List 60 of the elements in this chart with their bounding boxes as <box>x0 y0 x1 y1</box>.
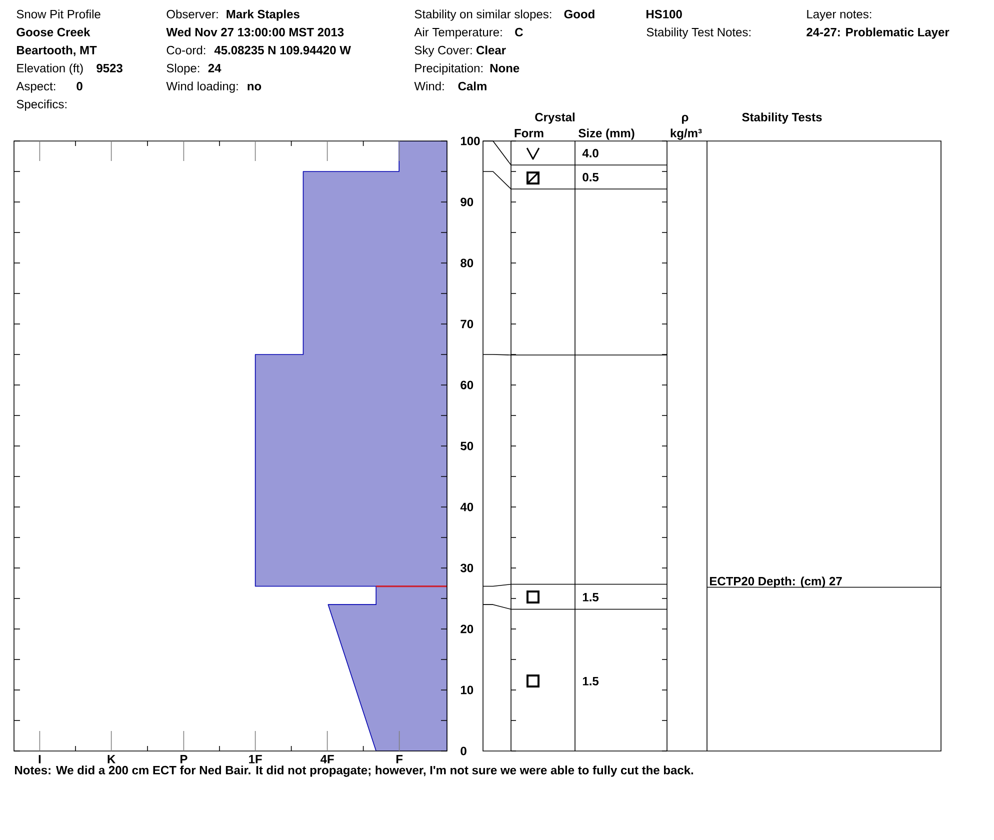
text: Crystal <box>535 112 574 124</box>
text: Snow Pit Profile <box>16 10 100 18</box>
text: 1.5 <box>582 677 599 686</box>
text: I <box>38 755 41 764</box>
text: 1.5 <box>582 593 599 602</box>
y-tick-label: 70 <box>460 320 474 328</box>
text: P <box>180 755 188 764</box>
y-tick-label: 90 <box>460 198 474 206</box>
text: F <box>396 755 403 764</box>
text: Wind loading: <box>166 82 238 93</box>
text: Slope: <box>166 64 200 75</box>
y-tick-label: 60 <box>460 380 474 390</box>
text: 1F <box>249 755 262 764</box>
text: 0.5 <box>582 172 599 182</box>
text: Aspect: <box>16 82 56 93</box>
text: 4F <box>320 755 334 764</box>
y-tick-label: 40 <box>460 502 474 512</box>
text: Clear <box>476 46 506 54</box>
text: Stability Test Notes: <box>646 28 750 39</box>
text: ρ <box>682 114 688 124</box>
text: Elevation (ft) <box>17 64 83 75</box>
text: HS100 <box>646 10 682 18</box>
y-tick-label: 20 <box>460 624 474 634</box>
text: Precipitation: <box>415 64 482 75</box>
y-tick-label: 10 <box>460 686 474 694</box>
text: K <box>108 755 116 764</box>
text: 9523 <box>96 64 122 72</box>
text: Stability Tests <box>742 112 822 124</box>
text: Sky Cover: <box>414 46 472 57</box>
text: ECTP20 Depth: (cm) 27 <box>710 576 842 588</box>
y-tick-label: 80 <box>460 258 474 268</box>
text: Good <box>564 10 594 18</box>
text: Layer notes: <box>807 10 872 21</box>
text: Wind: <box>414 82 444 90</box>
text: kg/m³ <box>670 128 702 140</box>
y-tick-label: 50 <box>460 442 474 450</box>
text: 0 <box>76 82 82 90</box>
text: Wed Nov 27 13:00:00 MST 2013 <box>166 28 344 36</box>
text: no <box>248 84 262 90</box>
text: Stability on similar slopes: <box>414 10 552 21</box>
text: 4.0 <box>582 148 598 158</box>
text: Specifics: <box>16 100 66 111</box>
text: 24-27: Problematic Layer <box>806 28 950 39</box>
text: Co-ord: <box>166 46 206 54</box>
text: 45.08235 N 109.94420 W <box>214 46 351 54</box>
text: Air Temperature: <box>414 28 502 39</box>
y-tick-label: 0 <box>460 746 466 756</box>
y-tick-label: 30 <box>460 564 474 572</box>
text: C <box>515 28 523 36</box>
text: Calm <box>458 82 486 90</box>
text: Observer: <box>166 10 218 18</box>
text: None <box>490 64 520 72</box>
text: Form <box>514 129 544 138</box>
text: Beartooth, MT <box>17 46 97 56</box>
text: Size (mm) <box>578 128 634 140</box>
text: Mark Staples <box>226 10 300 21</box>
text: Goose Creek <box>16 28 90 36</box>
y-tick-label: 100 <box>460 136 480 146</box>
text: Notes: We did a 200 cm ECT for Ned Bair. It did not propagate; however, I'm not sure we were able to fully cut the back. <box>15 766 694 777</box>
text: 24 <box>208 64 222 72</box>
